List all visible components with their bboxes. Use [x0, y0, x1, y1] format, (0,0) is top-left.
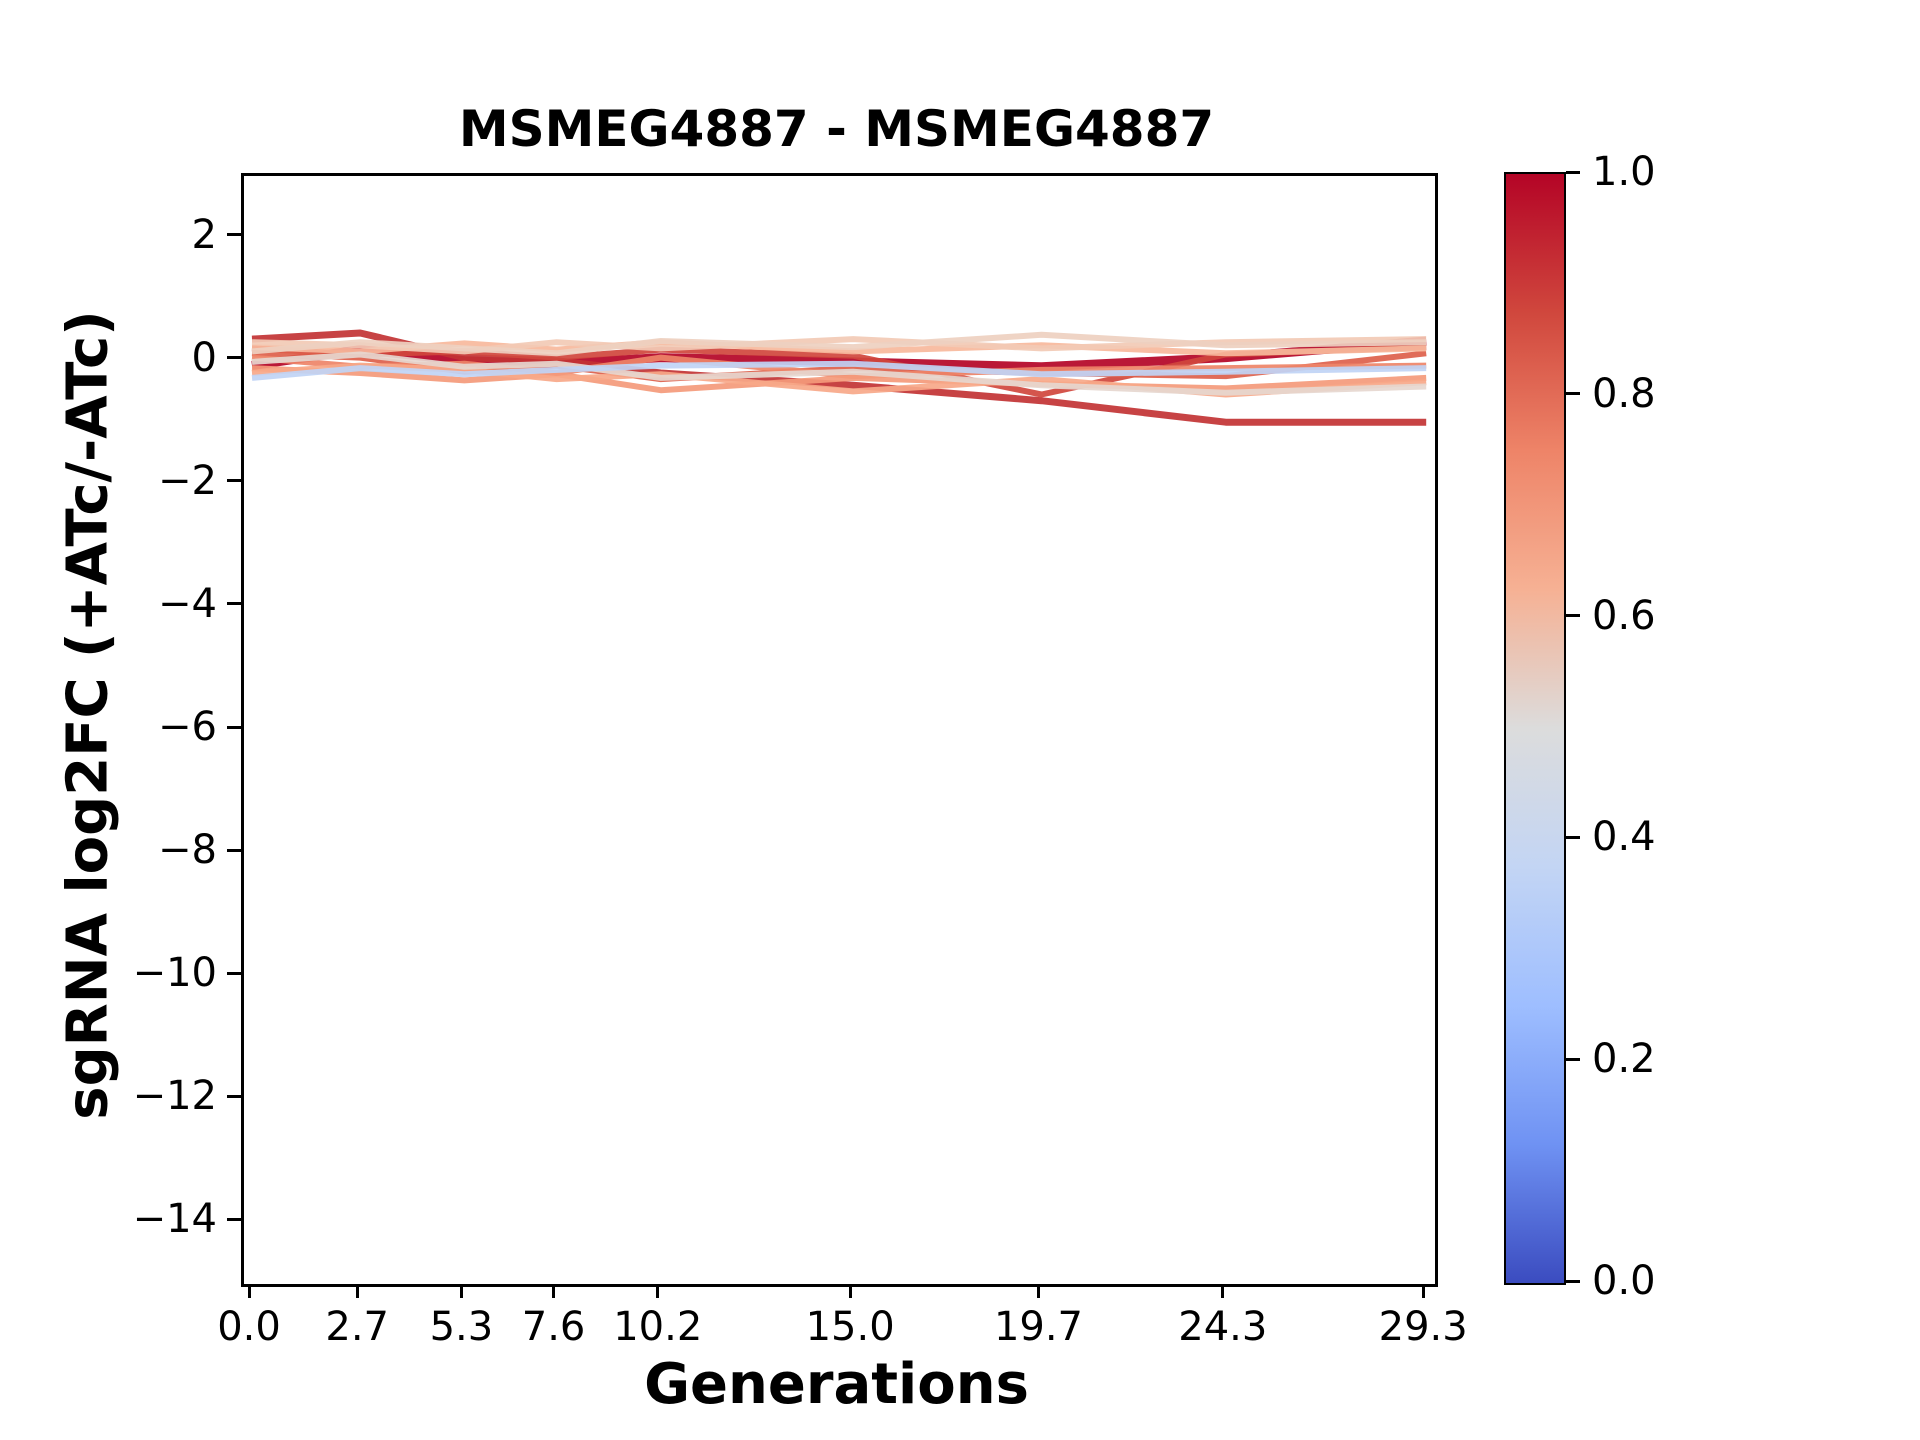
y-tick-label: −10: [132, 950, 217, 997]
x-tick-mark: [1221, 1284, 1225, 1298]
x-tick-label: 0.0: [217, 1304, 281, 1350]
x-tick-label: 2.7: [325, 1304, 390, 1350]
x-tick-label: 19.7: [993, 1304, 1083, 1350]
colorbar: [1504, 172, 1566, 1285]
colorbar-tick-label: 0.2: [1592, 1036, 1656, 1083]
x-tick-mark: [459, 1284, 463, 1298]
plot-area: [241, 173, 1438, 1287]
x-tick-label: 10.2: [613, 1304, 703, 1350]
colorbar-tick-label: 0.8: [1592, 370, 1656, 417]
colorbar-tick-label: 1.0: [1592, 149, 1656, 195]
colorbar-tick-mark: [1566, 392, 1580, 396]
y-tick-mark: [227, 1217, 241, 1221]
y-tick-label: −12: [132, 1073, 217, 1120]
chart-title: MSMEG4887 - MSMEG4887: [458, 100, 1215, 158]
colorbar-tick-label: 0.4: [1592, 814, 1656, 861]
y-tick-mark: [227, 848, 241, 852]
series-line: [251, 331, 1427, 357]
y-tick-mark: [227, 602, 241, 606]
x-tick-mark: [355, 1284, 359, 1298]
colorbar-tick-mark: [1566, 835, 1580, 839]
colorbar-tick-mark: [1566, 1279, 1580, 1283]
y-tick-mark: [227, 356, 241, 360]
x-tick-mark: [1036, 1284, 1040, 1298]
x-tick-label: 29.3: [1378, 1304, 1468, 1350]
y-tick-mark: [227, 479, 241, 483]
y-tick-label: −4: [158, 580, 217, 627]
x-tick-mark: [247, 1284, 251, 1298]
colorbar-tick-mark: [1566, 1057, 1580, 1061]
y-tick-label: −6: [158, 704, 217, 750]
x-tick-mark: [552, 1284, 556, 1298]
series-lines-canvas: [251, 329, 1427, 426]
y-tick-mark: [227, 233, 241, 237]
x-tick-label: 15.0: [805, 1304, 895, 1350]
colorbar-tick-mark: [1566, 170, 1580, 174]
series-line: [251, 351, 1427, 396]
series-line: [251, 360, 1427, 381]
colorbar-tick-label: 0.6: [1592, 592, 1656, 639]
y-tick-label: −14: [132, 1196, 217, 1243]
colorbar-tick-label: 0.0: [1592, 1258, 1656, 1304]
colorbar-tick-mark: [1566, 614, 1580, 618]
x-tick-label: 5.3: [429, 1304, 494, 1350]
y-tick-label: −8: [158, 827, 217, 874]
y-tick-label: 0: [191, 334, 217, 381]
x-tick-label: 24.3: [1178, 1304, 1268, 1350]
x-tick-mark: [656, 1284, 660, 1298]
x-tick-mark: [848, 1284, 852, 1298]
x-tick-mark: [1421, 1284, 1425, 1298]
y-tick-mark: [227, 1094, 241, 1098]
x-axis-label: Generations: [644, 1352, 1029, 1417]
y-tick-label: −2: [158, 457, 217, 504]
y-axis-label: sgRNA log2FC (+ATc/-ATc): [55, 310, 121, 1120]
y-tick-mark: [227, 725, 241, 729]
y-tick-label: 2: [191, 211, 217, 258]
x-tick-label: 7.6: [521, 1304, 586, 1350]
y-tick-mark: [227, 971, 241, 975]
